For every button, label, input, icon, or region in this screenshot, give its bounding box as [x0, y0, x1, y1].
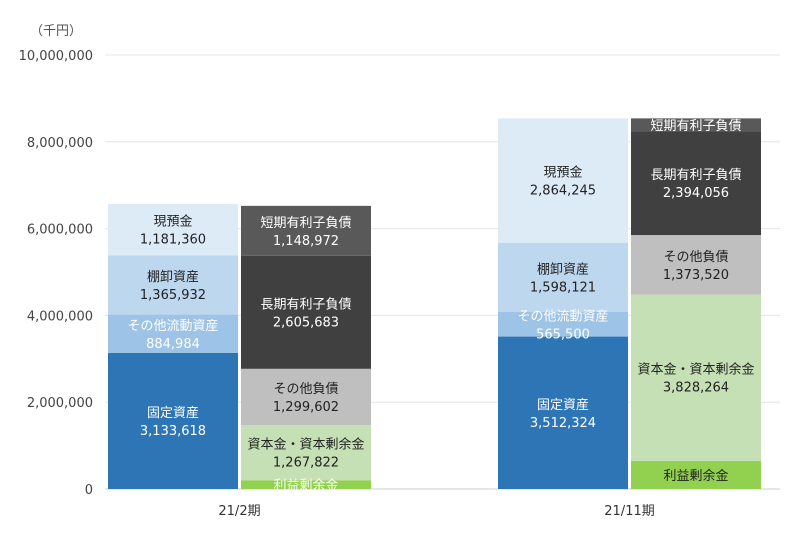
- bar-segment: [108, 353, 238, 489]
- bar-stacks: [108, 118, 761, 489]
- x-tick-label: 21/2期: [218, 504, 260, 519]
- segment-value: 2,605,683: [273, 315, 339, 330]
- segment-label: 長期有利子負債: [260, 297, 351, 312]
- bar-segment: [631, 460, 761, 489]
- segment-label: その他負債: [663, 250, 728, 265]
- bar-segment: [498, 118, 628, 243]
- segment-value: 884,984: [146, 337, 200, 352]
- segment-value: 565,500: [536, 327, 590, 342]
- segment-value: 1,365,932: [140, 288, 206, 303]
- bar-segment: [241, 255, 371, 369]
- segment-label: その他流動資産: [127, 318, 218, 334]
- bar-segment: [498, 336, 628, 489]
- segment-label: 資本金・資本剰余金: [247, 437, 364, 453]
- segment-value: 3,512,324: [530, 416, 596, 431]
- segment-label: 利益剰余金: [663, 468, 728, 484]
- x-tick-label: 21/11期: [604, 504, 654, 519]
- bar-segment: [241, 480, 371, 489]
- segment-value: 1,598,121: [530, 280, 596, 295]
- bar-segment: [631, 118, 761, 132]
- segment-value: 1,299,602: [273, 400, 339, 415]
- segment-label: 棚卸資産: [537, 261, 589, 277]
- bar-segment: [631, 131, 761, 236]
- segment-label: その他負債: [273, 382, 338, 397]
- segment-value: 1,267,822: [273, 456, 339, 471]
- y-tick-label: 4,000,000: [27, 309, 93, 324]
- bar-segment: [108, 204, 238, 256]
- segment-value: 1,181,360: [140, 233, 206, 248]
- y-tick-label: 0: [85, 483, 93, 498]
- segment-label: 短期有利子負債: [260, 216, 351, 231]
- segment-label: その他流動資産: [517, 308, 608, 324]
- bar-segment: [498, 312, 628, 337]
- bar-segment: [631, 294, 761, 461]
- segment-value: 1,148,972: [273, 234, 339, 249]
- y-tick-label: 6,000,000: [27, 223, 93, 238]
- segment-labels: 固定資産 3,133,618 その他流動資産 884,984 棚卸資産 1,365,932…: [127, 119, 754, 494]
- unit-label: （千円）: [30, 24, 82, 39]
- segment-label: 固定資産: [537, 397, 589, 413]
- segment-label: 棚卸資産: [147, 269, 199, 285]
- segment-value: 2,864,245: [530, 184, 596, 199]
- segment-label: 利益剰余金: [273, 478, 338, 494]
- y-tick-label: 2,000,000: [27, 396, 93, 411]
- segment-label: 現預金: [543, 165, 582, 181]
- bar-segment: [241, 205, 371, 256]
- segment-value: 3,133,618: [140, 424, 206, 439]
- y-tick-label: 10,000,000: [19, 49, 93, 64]
- bar-segment: [631, 235, 761, 295]
- segment-value: 2,394,056: [663, 186, 729, 201]
- bar-segment: [498, 242, 628, 313]
- y-tick-label: 8,000,000: [27, 136, 93, 151]
- bar-segment: [108, 255, 238, 315]
- y-axis-ticks: 0 2,000,000 4,000,000 6,000,000 8,000,000 10,…: [19, 49, 93, 498]
- segment-label: 資本金・資本剰余金: [637, 362, 754, 378]
- bar-segment: [108, 314, 238, 354]
- segment-label: 固定資産: [147, 405, 199, 421]
- segment-label: 現預金: [153, 214, 192, 230]
- bar-segment: [241, 425, 371, 481]
- segment-label: 短期有利子負債: [650, 119, 741, 134]
- bar-segment: [241, 368, 371, 426]
- segment-value: 3,828,264: [663, 381, 729, 396]
- segment-label: 長期有利子負債: [650, 168, 741, 183]
- segment-value: 1,373,520: [663, 268, 729, 283]
- x-axis-ticks: 21/2期 21/11期: [218, 504, 654, 519]
